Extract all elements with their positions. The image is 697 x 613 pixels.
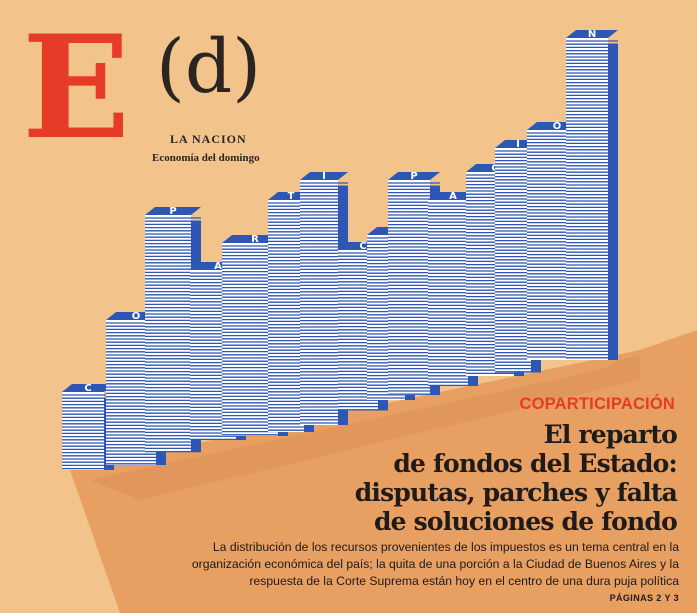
stack-letter: R [251,234,259,245]
headline-line: de fondos del Estado: [393,449,677,478]
stack-letter: N [588,29,596,40]
letter-stack-7: I [300,171,348,425]
masthead-e-logo: E [22,5,130,171]
stack-letter: A [214,261,222,272]
section-subtitle: Economía del domingo [152,152,260,164]
headline-line: de soluciones de fondo [373,507,678,536]
stack-letter: C [359,241,366,252]
headline-line: disputas, parches y falta [354,478,678,507]
stack-letter: O [132,311,141,322]
stack-letter: I [322,171,326,182]
stack-letter: C [84,383,91,394]
kicker: COPARTICIPACIÓN [519,395,675,413]
deck-line-last: respuesta de la Corte Suprema están hoy … [159,573,679,607]
deck-line: La distribución de los recursos provenie… [212,540,679,554]
deck-line: organización económica del país; la quit… [191,557,679,571]
deck: La distribución de los recursos provenie… [159,539,679,607]
masthead: E (d) LA NACION Economía del domingo [22,5,282,178]
stack-letter: A [449,191,457,202]
headline-line: El reparto [543,420,678,449]
deck-line-text: respuesta de la Corte Suprema están hoy … [249,574,679,588]
section-d-logo: (d) [156,24,262,110]
stack-letter: T [288,191,295,202]
stack-letter: Ó [553,119,562,132]
stack-letter: I [516,139,520,150]
headline: El reparto de fondos del Estado: disputa… [257,420,678,536]
stack-letter: P [410,171,417,182]
letter-stack-15: N [566,29,618,360]
stack-letter: P [169,206,176,217]
brand-name: LA NACION [170,132,247,146]
pages-reference: PÁGINAS 2 Y 3 [609,593,679,603]
